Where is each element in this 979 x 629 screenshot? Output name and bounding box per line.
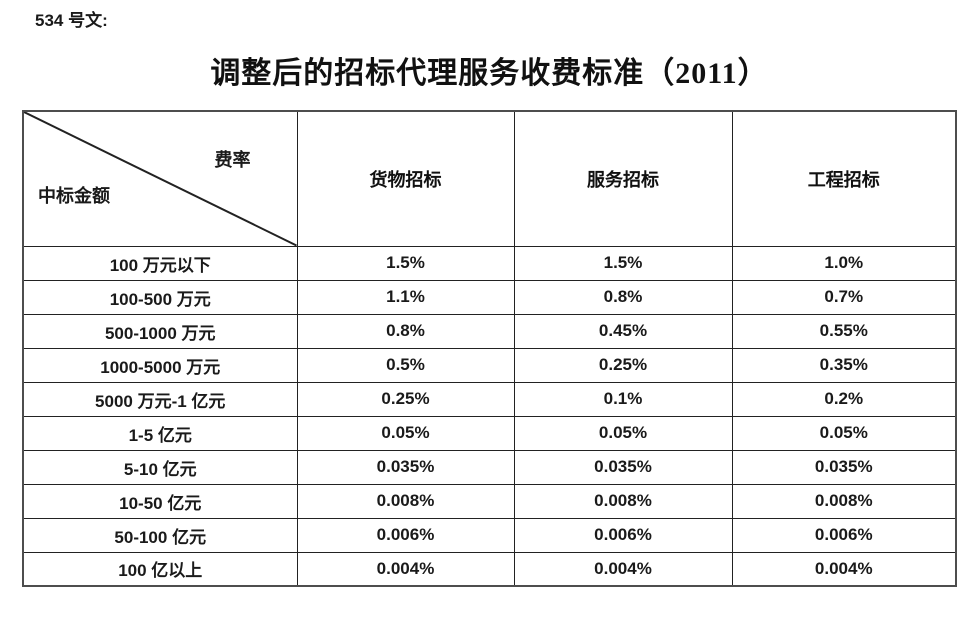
fee-value-service: 0.006% <box>513 517 733 553</box>
fee-value-engineering: 0.2% <box>731 381 957 417</box>
column-header-service-bidding: 服务招标 <box>513 110 733 247</box>
row-label-amount-tier: 5-10 亿元 <box>22 449 298 485</box>
corner-label-fee-rate: 费率 <box>214 150 251 170</box>
fee-value-goods: 0.25% <box>296 381 515 417</box>
fee-value-engineering: 0.008% <box>731 483 957 519</box>
fee-value-goods: 1.5% <box>296 245 515 281</box>
column-header-engineering-bidding: 工程招标 <box>731 110 957 247</box>
fee-value-service: 0.05% <box>513 415 733 451</box>
fee-value-engineering: 0.55% <box>731 313 957 349</box>
fee-value-engineering: 0.006% <box>731 517 957 553</box>
fee-value-service: 0.004% <box>513 551 733 587</box>
fee-value-service: 0.008% <box>513 483 733 519</box>
row-label-amount-tier: 1-5 亿元 <box>22 415 298 451</box>
row-label-amount-tier: 50-100 亿元 <box>22 517 298 553</box>
fee-value-goods: 0.05% <box>296 415 515 451</box>
table-row: 10-50 亿元 0.008% 0.008% 0.008% <box>22 483 957 519</box>
fee-rate-table: 费率 中标金额 货物招标 服务招标 工程招标 100 万元以下 1.5% 1.5… <box>22 110 957 587</box>
table-row: 100-500 万元 1.1% 0.8% 0.7% <box>22 279 957 315</box>
fee-value-engineering: 0.7% <box>731 279 957 315</box>
table-row: 5-10 亿元 0.035% 0.035% 0.035% <box>22 449 957 485</box>
fee-value-engineering: 0.004% <box>731 551 957 587</box>
table-row: 1-5 亿元 0.05% 0.05% 0.05% <box>22 415 957 451</box>
table-header-row: 费率 中标金额 货物招标 服务招标 工程招标 <box>22 110 957 247</box>
table-row: 5000 万元-1 亿元 0.25% 0.1% 0.2% <box>22 381 957 417</box>
fee-value-engineering: 0.05% <box>731 415 957 451</box>
fee-value-goods: 0.004% <box>296 551 515 587</box>
doc-number-label: 534 号文: <box>35 11 108 30</box>
fee-value-goods: 0.008% <box>296 483 515 519</box>
row-label-amount-tier: 1000-5000 万元 <box>22 347 298 383</box>
row-label-amount-tier: 10-50 亿元 <box>22 483 298 519</box>
row-label-amount-tier: 5000 万元-1 亿元 <box>22 381 298 417</box>
fee-value-engineering: 0.035% <box>731 449 957 485</box>
table-row: 100 亿以上 0.004% 0.004% 0.004% <box>22 551 957 587</box>
fee-value-goods: 1.1% <box>296 279 515 315</box>
row-label-amount-tier: 100 万元以下 <box>22 245 298 281</box>
column-header-goods-bidding: 货物招标 <box>296 110 515 247</box>
row-label-amount-tier: 500-1000 万元 <box>22 313 298 349</box>
fee-value-service: 1.5% <box>513 245 733 281</box>
table-row: 100 万元以下 1.5% 1.5% 1.0% <box>22 245 957 281</box>
fee-value-service: 0.25% <box>513 347 733 383</box>
fee-value-goods: 0.006% <box>296 517 515 553</box>
corner-header-cell: 费率 中标金额 <box>22 110 298 247</box>
fee-value-engineering: 0.35% <box>731 347 957 383</box>
fee-value-service: 0.8% <box>513 279 733 315</box>
fee-value-goods: 0.035% <box>296 449 515 485</box>
table-row: 50-100 亿元 0.006% 0.006% 0.006% <box>22 517 957 553</box>
diagonal-divider-line <box>24 112 297 246</box>
fee-value-service: 0.1% <box>513 381 733 417</box>
fee-value-service: 0.035% <box>513 449 733 485</box>
fee-value-goods: 0.8% <box>296 313 515 349</box>
fee-value-service: 0.45% <box>513 313 733 349</box>
page-title: 调整后的招标代理服务收费标准（2011） <box>210 57 769 90</box>
table-body: 100 万元以下 1.5% 1.5% 1.0% 100-500 万元 1.1% … <box>22 245 957 587</box>
table-row: 500-1000 万元 0.8% 0.45% 0.55% <box>22 313 957 349</box>
corner-label-bid-amount: 中标金额 <box>38 185 110 206</box>
table-row: 1000-5000 万元 0.5% 0.25% 0.35% <box>22 347 957 383</box>
row-label-amount-tier: 100 亿以上 <box>22 551 298 587</box>
row-label-amount-tier: 100-500 万元 <box>22 279 298 315</box>
fee-value-goods: 0.5% <box>296 347 515 383</box>
fee-value-engineering: 1.0% <box>731 245 957 281</box>
